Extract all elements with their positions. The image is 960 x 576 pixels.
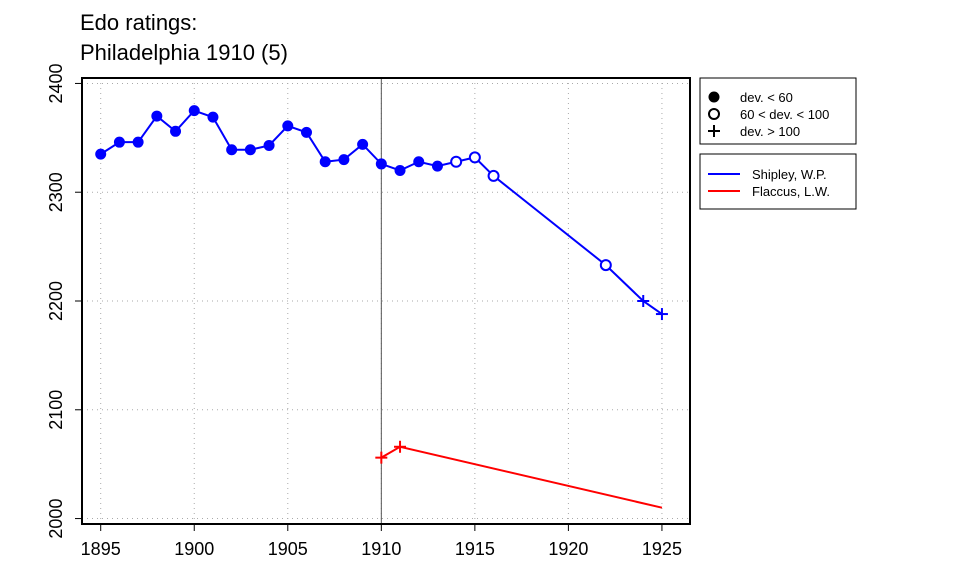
y-tick-label: 2000 (46, 499, 66, 539)
legend-series-box (699, 153, 857, 210)
marker-filled-circle (113, 136, 125, 148)
y-tick-label: 2400 (46, 63, 66, 103)
y-tick-label: 2100 (46, 390, 66, 430)
marker-open-circle (487, 169, 500, 182)
marker-open-circle (468, 151, 481, 164)
series-layer (95, 105, 668, 509)
marker-filled-circle (207, 111, 219, 123)
legend-marker-label: 60 < dev. < 100 (740, 107, 829, 122)
marker-plus (655, 308, 668, 321)
marker-filled-circle (708, 91, 720, 103)
x-tick-label: 1925 (642, 539, 682, 559)
x-tick-label: 1900 (174, 539, 214, 559)
series-shipley-w-p (95, 105, 668, 321)
marker-filled-circle (431, 160, 443, 172)
marker-filled-circle (263, 139, 275, 151)
x-tick-label: 1905 (268, 539, 308, 559)
marker-filled-circle (394, 164, 406, 176)
y-tick-label: 2300 (46, 172, 66, 212)
marker-filled-circle (375, 158, 387, 170)
marker-filled-circle (151, 110, 163, 122)
marker-plus (637, 295, 650, 307)
chart-title-line-2: Philadelphia 1910 (5) (80, 40, 288, 65)
legend-series: Shipley, W.P. Flaccus, L.W. (699, 153, 857, 210)
marker-open-circle (708, 108, 720, 120)
x-tick-label: 1920 (548, 539, 588, 559)
series-line (380, 445, 663, 509)
marker-open-circle (599, 259, 612, 272)
legend-markers-box (699, 77, 857, 145)
marker-filled-circle (132, 136, 144, 148)
marker-filled-circle (244, 144, 256, 156)
marker-filled-circle (300, 126, 312, 138)
x-tick-label: 1910 (361, 539, 401, 559)
marker-filled-circle (170, 125, 182, 137)
marker-filled-circle (282, 120, 294, 132)
marker-filled-circle (226, 144, 238, 156)
legend-marker-label: dev. < 60 (740, 90, 793, 105)
x-axis: 1895 1900 1905 1910 1915 1920 1925 (81, 524, 682, 559)
legend-series-label: Shipley, W.P. (752, 167, 827, 182)
legend-markers: dev. < 60 60 < dev. < 100 dev. > 100 (699, 77, 857, 145)
marker-filled-circle (95, 148, 107, 160)
marker-plus (375, 451, 388, 464)
y-tick-label: 2200 (46, 281, 66, 321)
series-flaccus-l-w (375, 440, 663, 509)
chart-title-line-1: Edo ratings: (80, 10, 197, 35)
marker-filled-circle (338, 154, 350, 166)
legend-marker-label: dev. > 100 (740, 124, 800, 139)
y-axis: 2000 2100 2200 2300 2400 (46, 63, 82, 539)
marker-filled-circle (413, 156, 425, 168)
marker-filled-circle (319, 156, 331, 168)
marker-filled-circle (357, 138, 369, 150)
marker-plus (708, 125, 720, 137)
marker-filled-circle (188, 105, 200, 117)
marker-plus (394, 440, 407, 453)
x-tick-label: 1895 (81, 539, 121, 559)
marker-open-circle (450, 155, 463, 168)
legend-series-label: Flaccus, L.W. (752, 184, 830, 199)
x-tick-label: 1915 (455, 539, 495, 559)
